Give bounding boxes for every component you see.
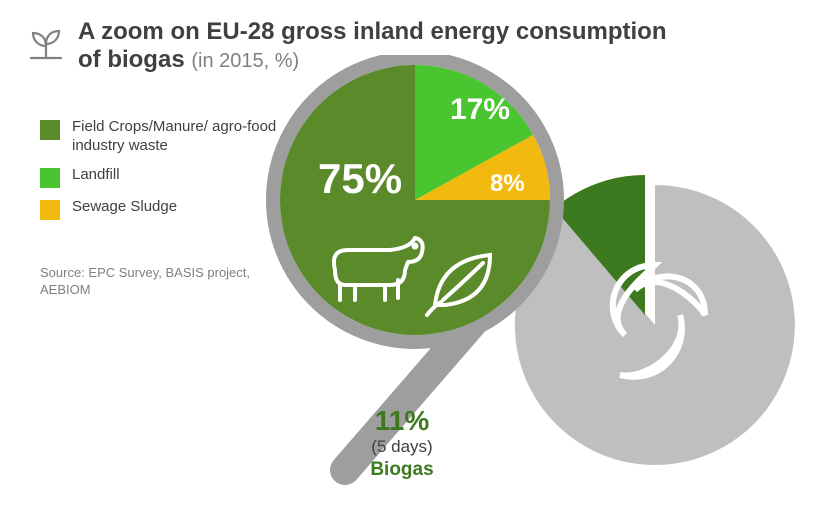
legend-label: Landfill — [72, 166, 120, 185]
legend-swatch-landfill — [40, 168, 60, 188]
callout-label: Biogas — [322, 459, 482, 481]
pct-label-landfill: 17% — [450, 93, 510, 127]
biogas-callout: 11% (5 days) Biogas — [322, 405, 482, 481]
pct-label-fieldcrops: 75% — [318, 155, 402, 203]
title-line-1: A zoom on EU-28 gross inland energy cons… — [78, 18, 698, 46]
callout-days: (5 days) — [322, 437, 482, 457]
pct-label-sewage: 8% — [490, 170, 525, 198]
legend-label: Sewage Sludge — [72, 198, 177, 217]
legend-swatch-sewage — [40, 200, 60, 220]
title-strong: of biogas — [78, 46, 185, 73]
legend-swatch-fieldcrops — [40, 120, 60, 140]
callout-percent: 11% — [322, 405, 482, 437]
sprout-icon — [25, 22, 67, 69]
